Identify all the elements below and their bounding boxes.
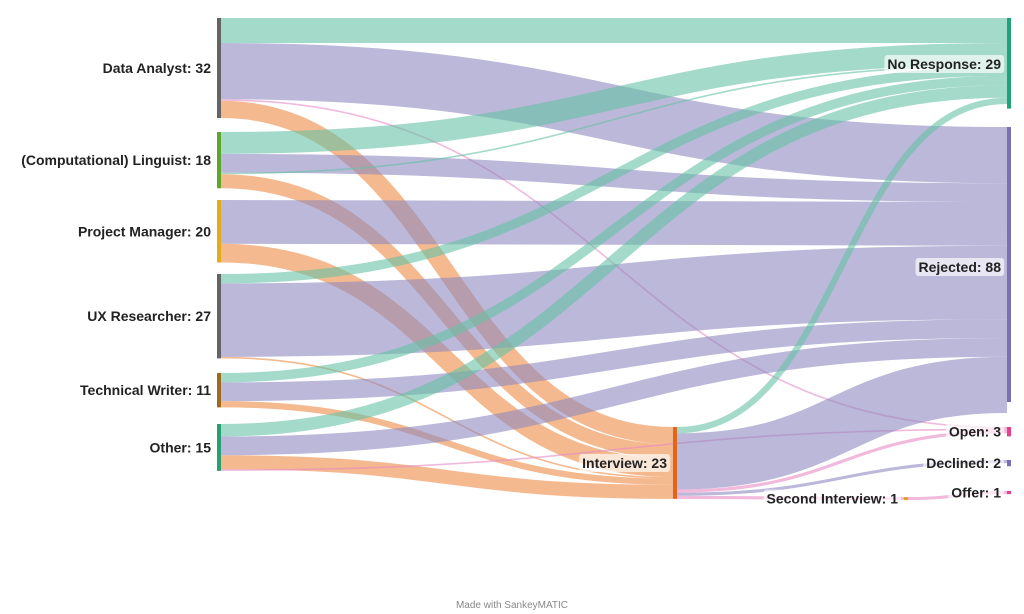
node-label-rj: Rejected: 88	[919, 259, 1002, 275]
node-label-bg-op	[945, 422, 1005, 441]
node-label-si: Second Interview: 1	[767, 491, 899, 507]
flow-tw-to-nr	[220, 75, 1008, 383]
node-label-iv: Interview: 23	[582, 455, 667, 471]
flow-iv-to-rj	[676, 356, 1008, 490]
node-label-da: Data Analyst: 32	[103, 60, 212, 76]
node-label-of: Offer: 1	[951, 485, 1001, 501]
flow-pm-to-rj	[220, 200, 1008, 246]
credit-text: Made with SankeyMATIC	[456, 600, 568, 611]
node-bar-ot	[217, 424, 221, 471]
flow-tw-to-iv	[220, 401, 674, 485]
node-label-bg-nr	[884, 55, 1005, 73]
node-label-nr: No Response: 29	[887, 56, 1001, 72]
node-label-bg-iv	[579, 453, 671, 472]
flow-iv-to-nr	[676, 97, 1008, 434]
node-label-bg-of	[948, 483, 1005, 502]
node-label-bg-dc	[923, 454, 1005, 473]
node-label-cl: (Computational) Linguist: 18	[21, 152, 211, 168]
flow-tw-to-rj	[220, 319, 1008, 402]
flow-da-to-rj	[220, 43, 1008, 184]
node-label-pm: Project Manager: 20	[78, 223, 211, 239]
flow-cl-to-nr	[220, 43, 1008, 154]
flow-ot-to-nr	[220, 85, 1008, 437]
node-bar-iv	[673, 427, 677, 499]
node-bar-si	[904, 497, 908, 501]
node-label-bg-si	[763, 489, 902, 508]
node-bar-nr	[1007, 18, 1011, 109]
flow-ux-to-nr	[220, 66, 1008, 284]
flows-layer	[220, 17, 1008, 501]
node-bar-cl	[217, 132, 221, 189]
node-bar-rj	[1007, 127, 1011, 402]
node-label-ot: Other: 15	[150, 439, 212, 455]
flow-ux-to-rj	[220, 245, 1008, 357]
flow-ot-to-iv	[220, 455, 674, 499]
node-bar-of	[1007, 491, 1011, 495]
node-label-dc: Declined: 2	[926, 455, 1001, 471]
node-label-op: Open: 3	[949, 424, 1001, 440]
node-bar-da	[217, 18, 221, 118]
flow-da-to-iv	[220, 100, 674, 445]
flow-ot-to-rj	[220, 337, 1008, 456]
nodes-layer	[217, 18, 1011, 501]
node-label-ux: UX Researcher: 27	[87, 308, 211, 324]
labels-layer: Data Analyst: 32 (Computational) Linguist…	[21, 55, 1005, 508]
node-bar-pm	[217, 200, 221, 263]
node-label-tw: Technical Writer: 11	[80, 382, 211, 398]
node-label-bg-rj	[915, 258, 1005, 276]
flow-cl-to-nr	[220, 64, 1008, 175]
node-bar-tw	[217, 373, 221, 408]
node-bar-op	[1007, 427, 1011, 437]
node-bar-ux	[217, 274, 221, 359]
node-bar-dc	[1007, 460, 1011, 467]
